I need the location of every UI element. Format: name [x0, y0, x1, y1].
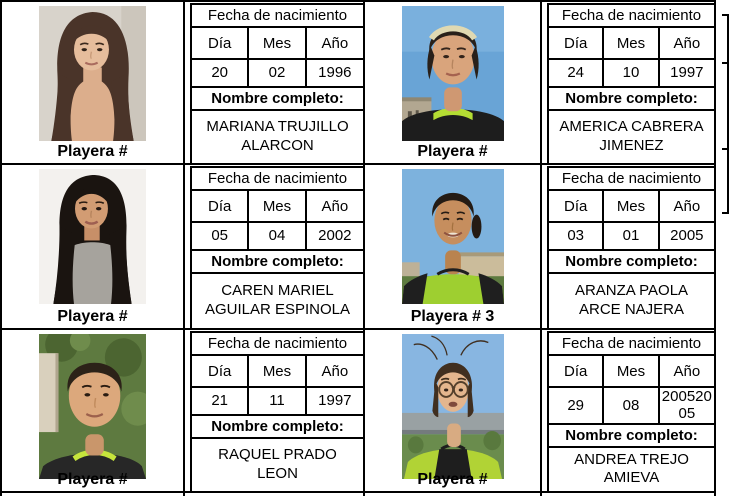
year-header: Año [304, 189, 363, 223]
year-value: 1997 [304, 386, 363, 416]
month-value: 04 [247, 221, 307, 251]
photo-cell: Playera # [365, 2, 542, 163]
year-header: Año [304, 26, 363, 60]
roster-row: Playera # Fecha de nacimiento Día Mes Añ… [2, 330, 716, 493]
fullname-value: ARANZA PAOLA ARCE NAJERA [547, 272, 714, 328]
jersey-number-label: Playera # [57, 471, 128, 489]
day-value: 24 [546, 58, 605, 88]
roster-row: Playera # Fecha de nacimiento Día Mes Añ… [2, 165, 716, 330]
fullname-value: AMERICA CABRERA JIMENEZ [547, 109, 714, 163]
birthdate-header: Fecha de nacimiento [547, 3, 714, 28]
day-value: 05 [189, 221, 250, 251]
info-cell [542, 493, 716, 496]
birthdate-table: Fecha de nacimiento Día Mes Año 20 02 19… [189, 3, 363, 163]
day-value: 03 [546, 221, 605, 251]
day-value: 21 [189, 386, 250, 416]
photo-cell: Playera # [2, 2, 185, 163]
month-value: 08 [602, 386, 660, 425]
month-header: Mes [247, 26, 307, 60]
player-photo [39, 169, 146, 304]
jersey-number-label: Playera # [417, 143, 488, 161]
month-header: Mes [247, 354, 307, 388]
info-cell: Fecha de nacimiento Día Mes Año 03 01 20… [542, 165, 716, 328]
fullname-value: RAQUEL PRADO LEON [190, 437, 363, 491]
day-value: 29 [546, 386, 605, 425]
info-cell: Fecha de nacimiento Día Mes Año 29 08 20… [542, 330, 716, 491]
year-value: 1997 [657, 58, 714, 88]
player-photo [39, 334, 146, 479]
photo-cell: Playera # [365, 330, 542, 491]
day-header: Día [546, 26, 605, 60]
year-header: Año [657, 189, 714, 223]
year-value: 2002 [304, 221, 363, 251]
fullname-value: MARIANA TRUJILLO ALARCON [190, 109, 363, 163]
day-header: Día [189, 189, 250, 223]
year-value: 1996 [304, 58, 363, 88]
birthdate-header: Fecha de nacimiento [190, 331, 363, 356]
month-header: Mes [602, 26, 660, 60]
roster-row: Playera # Fecha de nacimiento Día Mes Añ… [2, 2, 716, 165]
day-header: Día [189, 26, 250, 60]
month-header: Mes [602, 354, 660, 388]
year-header: Año [657, 354, 714, 388]
fullname-header: Nombre completo: [190, 249, 363, 274]
adjacent-column-tick [722, 212, 728, 214]
roster-sheet: Playera # Fecha de nacimiento Día Mes Añ… [0, 0, 716, 496]
player-photo [39, 6, 146, 141]
year-header: Año [657, 26, 714, 60]
info-cell: Fecha de nacimiento Día Mes Año 20 02 19… [185, 2, 365, 163]
month-value: 11 [247, 386, 307, 416]
day-value: 20 [189, 58, 250, 88]
adjacent-column-tick [722, 148, 728, 150]
fullname-header: Nombre completo: [547, 422, 714, 448]
photo-cell [2, 493, 185, 496]
fullname-value: CAREN MARIEL AGUILAR ESPINOLA [190, 272, 363, 328]
day-header: Día [546, 189, 605, 223]
photo-cell: Playera # [2, 330, 185, 491]
birthdate-table: Fecha de nacimiento Día Mes Año 29 08 20… [546, 331, 714, 491]
fullname-header: Nombre completo: [190, 414, 363, 439]
year-value: 20052005 [657, 386, 714, 425]
jersey-number-label: Playera # [57, 143, 128, 161]
month-value: 02 [247, 58, 307, 88]
info-cell: Fecha de nacimiento Día Mes Año 21 11 19… [185, 330, 365, 491]
jersey-number-label: Playera # [57, 308, 128, 326]
fullname-header: Nombre completo: [547, 249, 714, 274]
birthdate-header: Fecha de nacimiento [190, 166, 363, 191]
birthdate-table: Fecha de nacimiento Día Mes Año 21 11 19… [189, 331, 363, 491]
photo-cell: Playera # [2, 165, 185, 328]
info-cell: Fecha de nacimiento Día Mes Año 05 04 20… [185, 165, 365, 328]
player-photo [401, 169, 504, 304]
birthdate-table: Fecha de nacimiento Día Mes Año 05 04 20… [189, 166, 363, 328]
birthdate-header: Fecha de nacimiento [547, 166, 714, 191]
day-header: Día [546, 354, 605, 388]
month-header: Mes [602, 189, 660, 223]
jersey-number-label: Playera # 3 [410, 308, 495, 326]
month-header: Mes [247, 189, 307, 223]
photo-cell: Playera # 3 [365, 165, 542, 328]
adjacent-column-tick [722, 62, 728, 64]
adjacent-column-tick [722, 14, 728, 16]
fullname-header: Nombre completo: [547, 86, 714, 111]
month-value: 10 [602, 58, 660, 88]
birthdate-header: Fecha de nacimiento [547, 331, 714, 356]
fullname-header: Nombre completo: [190, 86, 363, 111]
year-value: 2005 [657, 221, 714, 251]
birthdate-table: Fecha de nacimiento Día Mes Año 24 10 19… [546, 3, 714, 163]
year-header: Año [304, 354, 363, 388]
info-cell: Fecha de nacimiento Día Mes Año 24 10 19… [542, 2, 716, 163]
jersey-number-label: Playera # [417, 471, 488, 489]
adjacent-column-border-fragment [727, 14, 729, 214]
month-value: 01 [602, 221, 660, 251]
roster-row-partial [2, 493, 716, 496]
fullname-value: ANDREA TREJO AMIEVA [547, 445, 714, 491]
day-header: Día [189, 354, 250, 388]
player-photo [401, 334, 504, 479]
birthdate-table: Fecha de nacimiento Día Mes Año 03 01 20… [546, 166, 714, 328]
info-cell [185, 493, 365, 496]
birthdate-header: Fecha de nacimiento [190, 3, 363, 28]
player-photo [401, 6, 504, 141]
photo-cell [365, 493, 542, 496]
